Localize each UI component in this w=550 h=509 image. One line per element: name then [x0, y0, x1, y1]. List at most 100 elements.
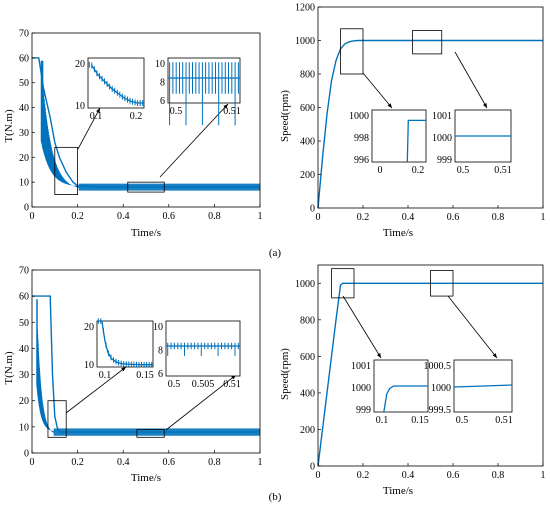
y-tick-label: 1000: [295, 279, 315, 290]
y-tick-label: 50: [19, 78, 29, 89]
switching-ripple: [40, 60, 80, 188]
y-tick-label: 70: [19, 29, 29, 40]
inset-x-tick-label: 0.51: [223, 379, 241, 390]
x-tick-label: 0.8: [208, 457, 221, 468]
inset-ripple: [169, 62, 239, 126]
x-axis-label: Time/s: [383, 485, 413, 497]
y-tick-label: 30: [19, 370, 29, 381]
y-tick-label: 400: [300, 388, 315, 399]
y-tick-label: 70: [19, 266, 29, 277]
y-tick-label: 400: [300, 137, 315, 148]
inset-plot: 0.1 0.2 10 20: [75, 57, 145, 122]
plot-frame: [317, 6, 544, 209]
x-tick-label: 0: [316, 470, 321, 481]
inset-y-tick-label: 1000: [351, 383, 371, 394]
inset-x-tick-label: 0.1: [90, 111, 103, 122]
inset-x-tick-label: 0.1: [376, 415, 389, 426]
inset-series-line: [406, 119, 426, 163]
series-layer: [32, 295, 260, 438]
arrow-head: [96, 108, 100, 113]
x-axis-label: Time/s: [131, 227, 161, 239]
inset-x-tick-label: 0.51: [494, 165, 512, 176]
x-tick-label: 0.8: [492, 470, 505, 481]
zoom-box: [331, 268, 355, 299]
x-axis-label: Time/s: [383, 227, 413, 239]
inset-y-tick-label: 1001: [432, 111, 452, 122]
y-tick-label: 30: [19, 128, 29, 139]
x-tick-label: 0.6: [163, 211, 176, 222]
zoom-box: [54, 146, 78, 195]
inset-x-tick-label: 0.1: [99, 370, 112, 381]
inset-plot: 0.1 0.15 10 20: [84, 318, 154, 381]
inset-y-tick-label: 10: [84, 360, 94, 371]
inset-x-tick-label: 0.5: [168, 379, 181, 390]
x-tick-label: 0.8: [208, 211, 221, 222]
inset-x-tick-label: 0.2: [412, 165, 425, 176]
x-tick-label: 0.6: [163, 457, 176, 468]
x-tick-label: 0.6: [447, 470, 460, 481]
y-tick-label: 200: [300, 170, 315, 181]
inset-y-tick-label: 998: [354, 133, 369, 144]
x-tick-label: 0.2: [71, 457, 84, 468]
y-axis-label: Speed(rpm): [279, 90, 291, 142]
inset-ripple: [88, 61, 144, 106]
inset-y-tick-label: 8: [160, 78, 165, 89]
inset-y-tick-label: 1001: [351, 361, 371, 372]
axis-ticks: 0 0.2 0.4 0.6 0.8 1 0 200 400 600 800 1000 1200: [295, 3, 546, 224]
x-tick-label: 0.4: [402, 212, 415, 223]
zoom-arrow: [159, 103, 229, 178]
series-line: [32, 295, 260, 433]
y-tick-label: 60: [19, 292, 29, 303]
inset-y-tick-label: 1000: [432, 133, 452, 144]
inset-y-tick-label: 6: [158, 369, 163, 380]
inset-ripple: [167, 342, 239, 356]
inset-x-tick-label: 0.15: [411, 415, 429, 426]
panel-label-b: (b): [269, 491, 282, 503]
plot-frame: [317, 264, 544, 467]
y-tick-label: 60: [19, 53, 29, 64]
y-tick-label: 40: [19, 344, 29, 355]
arrow-head: [121, 367, 126, 372]
inset-x-tick-label: 0.51: [223, 106, 241, 117]
zoom-box: [136, 429, 165, 438]
inset-x-tick-label: 0.2: [130, 111, 143, 122]
series-line: [32, 57, 260, 188]
inset-x-tick-label: 0.5: [457, 165, 470, 176]
y-axis-label: T(N.m): [3, 109, 15, 143]
inset-y-tick-label: 999: [437, 155, 452, 166]
inset-plot: 0.5 0.505 0.51 6 8 10: [153, 320, 241, 390]
arrow-head: [483, 103, 487, 108]
series-layer: [32, 57, 261, 195]
inset-x-tick-label: 0.5: [456, 415, 469, 426]
x-tick-label: 0.6: [447, 212, 460, 223]
y-tick-label: 1000: [295, 36, 315, 47]
inset-ripple: [97, 318, 153, 368]
inset-y-tick-label: 996: [354, 155, 369, 166]
series-layer: [317, 28, 543, 209]
inset-y-tick-label: 1000: [431, 383, 451, 394]
inset-plot: 0.5 0.51 6 8 10: [155, 57, 241, 126]
inset-plot: 0.5 0.51 999 1000 1001: [432, 109, 512, 176]
zoom-box: [340, 28, 364, 75]
zoom-arrow: [447, 295, 498, 359]
arrow-head: [387, 103, 392, 108]
inset-plot: 0.1 0.15 999 1000 1001: [351, 359, 429, 426]
inset-y-tick-label: 10: [153, 322, 163, 333]
y-tick-label: 600: [300, 103, 315, 114]
y-axis-label: Speed(rpm): [279, 348, 291, 400]
inset-plot: 0 0.2 996 998 1000: [349, 109, 427, 176]
x-tick-label: 0.4: [117, 457, 130, 468]
inset-y-tick-label: 20: [84, 322, 94, 333]
y-tick-label: 50: [19, 318, 29, 329]
y-tick-label: 20: [19, 153, 29, 164]
arrow-head: [223, 104, 228, 109]
x-tick-label: 0.4: [402, 470, 415, 481]
x-tick-label: 0.2: [71, 211, 84, 222]
zoom-box: [47, 400, 67, 438]
y-tick-label: 1200: [295, 3, 315, 14]
panel-label-a: (a): [269, 247, 282, 259]
plot-frame: [31, 32, 261, 208]
arrow-head: [492, 353, 497, 358]
